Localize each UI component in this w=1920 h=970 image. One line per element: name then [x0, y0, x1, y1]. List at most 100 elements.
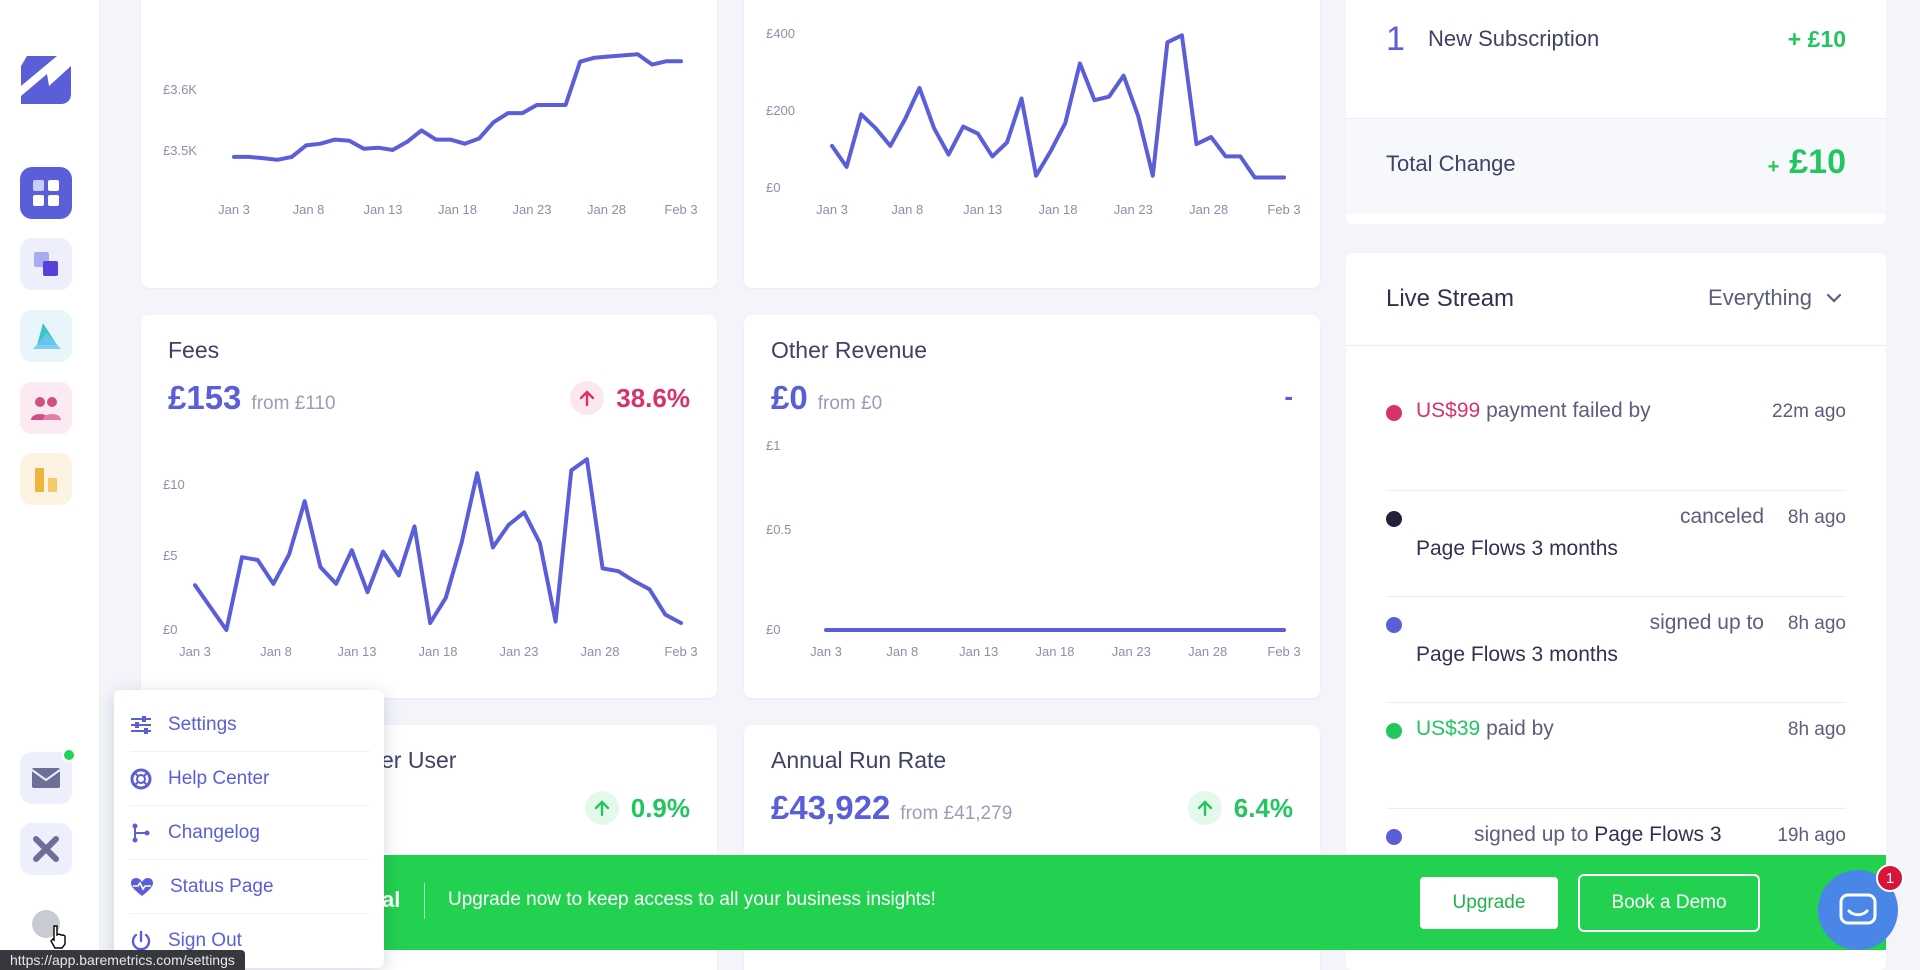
delta-badge: 6.4%	[1187, 791, 1293, 825]
triangle-icon	[33, 323, 61, 349]
sliders-icon	[131, 715, 151, 734]
book-demo-button[interactable]: Book a Demo	[1578, 874, 1760, 932]
delta-value: 6.4%	[1233, 792, 1293, 823]
menu-item-label: Status Page	[170, 875, 274, 897]
x-tick-label: Feb 3	[1267, 644, 1300, 659]
event-action: paid by	[1486, 717, 1554, 740]
arrow-up-icon	[1187, 791, 1222, 825]
card-other-revenue[interactable]: Other Revenue £0 from £0 - Jan 3 Jan 8 Jan …	[744, 315, 1320, 698]
x-tick-label: Jan 8	[293, 202, 325, 217]
x-tick-label: Jan 28	[1188, 644, 1227, 659]
event-time: 8h ago	[1787, 719, 1846, 740]
live-stream-panel: Live Stream Everything US$99 payment fai…	[1346, 253, 1886, 970]
chart-top-middle: Jan 3 Jan 8 Jan 13 Jan 18 Jan 23 Jan 28 Feb 3 £…	[766, 26, 1301, 217]
value-text: £153	[168, 379, 242, 416]
sidebar-item-triangle[interactable]	[20, 310, 72, 362]
hand-cursor-icon	[50, 925, 66, 949]
menu-item-help-center[interactable]: Help Center	[130, 752, 370, 806]
menu-item-status-page[interactable]: Status Page	[130, 860, 370, 914]
x-tick-label: Jan 3	[218, 202, 250, 217]
total-value: £10	[1789, 143, 1846, 181]
x-tick-label: Jan 23	[512, 202, 551, 217]
status-dot	[1386, 617, 1402, 633]
y-tick-label: £5	[163, 548, 177, 563]
arrow-up-icon	[584, 791, 619, 825]
event-time: 22m ago	[1772, 401, 1846, 422]
y-tick-label: £400	[766, 26, 795, 41]
x-tick-label: Feb 3	[1267, 202, 1300, 217]
menu-item-settings[interactable]: Settings	[130, 698, 370, 752]
tools-icon	[33, 836, 59, 862]
sidebar-item-reports[interactable]	[20, 453, 72, 505]
card-title: Other Revenue	[771, 337, 927, 363]
status-bar-url: https://app.baremetrics.com/settings	[0, 950, 245, 970]
y-tick-label: £200	[766, 103, 795, 118]
sidebar-item-dashboard[interactable]	[20, 167, 72, 219]
baremetrics-logo[interactable]	[17, 52, 75, 108]
x-tick-label: Jan 23	[499, 644, 538, 659]
x-tick-label: Jan 18	[438, 202, 477, 217]
chevron-down-icon	[1826, 293, 1842, 303]
x-tick-label: Jan 8	[891, 202, 923, 217]
event-amount: US$99	[1416, 399, 1481, 422]
y-tick-label: £0.5	[766, 522, 791, 537]
event-plan: Page Flows 3 months	[1416, 537, 1618, 560]
sidebar-item-integrations[interactable]	[20, 823, 72, 875]
upgrade-button[interactable]: Upgrade	[1420, 877, 1558, 929]
x-tick-label: Jan 28	[1189, 202, 1228, 217]
delta-value: 0.9%	[630, 792, 690, 823]
menu-item-label: Changelog	[168, 821, 260, 843]
dashboard-icon	[33, 180, 59, 206]
from-text: from £110	[251, 393, 336, 414]
card-title: Annual Run Rate	[771, 747, 947, 773]
delta-badge: 0.9%	[584, 791, 690, 825]
sidebar-item-layers[interactable]	[20, 238, 72, 290]
event-time: 8h ago	[1787, 507, 1846, 528]
total-change-amount: + £10	[1768, 143, 1846, 182]
x-tick-label: Jan 3	[816, 202, 848, 217]
menu-item-label: Settings	[168, 713, 237, 735]
event-amount: US$39	[1416, 717, 1481, 740]
y-tick-label: £3.5K	[163, 143, 197, 158]
upgrade-banner: al Upgrade now to keep access to all you…	[382, 855, 1886, 950]
x-tick-label: Jan 23	[1114, 202, 1153, 217]
chart-top-left: Jan 3 Jan 8 Jan 13 Jan 18 Jan 23 Jan 28 Feb 3 £…	[163, 52, 698, 217]
layers-icon	[34, 252, 58, 276]
x-tick-label: Jan 28	[587, 202, 626, 217]
x-tick-label: Jan 8	[260, 644, 292, 659]
status-dot	[1386, 723, 1402, 739]
list-item[interactable]: US$99 payment failed by 22m ago	[1386, 385, 1846, 491]
event-time: 8h ago	[1787, 613, 1846, 634]
live-stream-filter[interactable]: Everything	[1708, 285, 1842, 311]
divider	[1346, 345, 1886, 346]
card-title: Fees	[168, 337, 220, 363]
sidebar-item-customers[interactable]	[20, 382, 72, 434]
lifebuoy-icon	[130, 768, 152, 789]
filter-label: Everything	[1708, 285, 1812, 310]
list-item[interactable]: US$39 paid by 8h ago	[1386, 703, 1846, 809]
chat-launcher[interactable]: 1	[1818, 864, 1904, 950]
summary-panel: 1 New Subscription + £10 Total Change + £…	[1346, 0, 1886, 224]
list-item[interactable]: signed up to Page Flows 3 months 8h ago	[1386, 597, 1846, 703]
event-plan: Page Flows 3 months	[1416, 643, 1618, 666]
subscription-label: New Subscription	[1428, 26, 1600, 51]
menu-item-label: Help Center	[168, 767, 270, 789]
event-text: US$39 paid by	[1416, 717, 1554, 741]
x-tick-label: Jan 3	[179, 644, 211, 659]
event-text: US$99 payment failed by	[1416, 399, 1651, 423]
card-fees[interactable]: Fees £153 from £110 38.6% Jan 3 Jan 8 Jan 1…	[141, 315, 717, 698]
menu-item-sign-out[interactable]: Sign Out	[130, 914, 370, 968]
total-sign: +	[1767, 156, 1780, 178]
banner-message: Upgrade now to keep access to all your b…	[448, 889, 936, 910]
sidebar-item-messages[interactable]	[20, 748, 76, 804]
total-change-row: Total Change + £10	[1346, 118, 1886, 214]
card-top-left[interactable]: Jan 3 Jan 8 Jan 13 Jan 18 Jan 23 Jan 28 Feb 3 £…	[141, 0, 717, 288]
list-item[interactable]: signed up to Page Flows 3 19h ago	[1386, 809, 1846, 915]
card-value: £0 from £0	[771, 379, 882, 417]
banner-trial-text: al	[382, 887, 401, 912]
card-top-middle[interactable]: Jan 3 Jan 8 Jan 13 Jan 18 Jan 23 Jan 28 Feb 3 £…	[744, 0, 1320, 288]
list-item[interactable]: canceled Page Flows 3 months 8h ago	[1386, 491, 1846, 597]
event-action: payment failed by	[1486, 399, 1651, 422]
menu-item-changelog[interactable]: Changelog	[130, 806, 370, 860]
bar-chart-icon	[35, 468, 57, 492]
